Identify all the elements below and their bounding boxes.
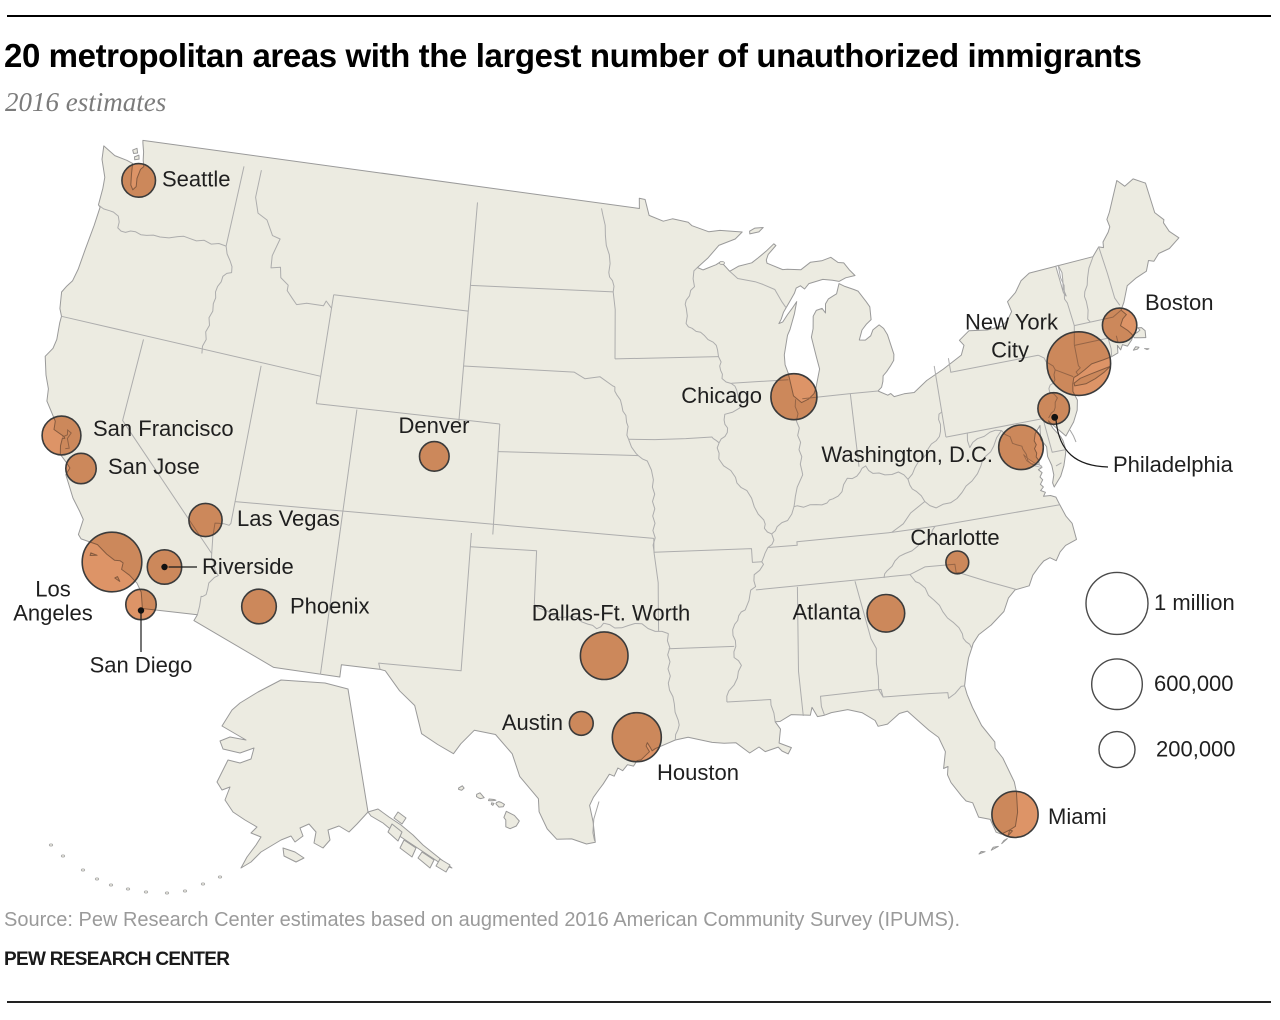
svg-text:Denver: Denver [399, 413, 470, 438]
svg-text:Austin: Austin [502, 710, 563, 735]
svg-text:Washington, D.C.: Washington, D.C. [821, 442, 993, 467]
svg-text:Los: Los [35, 577, 70, 602]
svg-text:Atlanta: Atlanta [793, 600, 862, 625]
svg-text:San Francisco: San Francisco [93, 416, 234, 441]
svg-text:Philadelphia: Philadelphia [1113, 452, 1234, 477]
svg-text:Dallas-Ft. Worth: Dallas-Ft. Worth [532, 601, 691, 626]
svg-text:Boston: Boston [1145, 290, 1214, 315]
svg-text:Houston: Houston [657, 760, 739, 785]
svg-text:600,000: 600,000 [1154, 671, 1234, 696]
svg-text:Angeles: Angeles [13, 601, 93, 626]
svg-text:Miami: Miami [1048, 804, 1107, 829]
svg-text:Phoenix: Phoenix [290, 594, 370, 619]
svg-text:City: City [991, 338, 1029, 363]
svg-text:1 million: 1 million [1154, 590, 1235, 615]
svg-text:Riverside: Riverside [202, 554, 294, 579]
svg-text:Las Vegas: Las Vegas [237, 506, 340, 531]
svg-text:Charlotte: Charlotte [910, 525, 999, 550]
svg-text:San Jose: San Jose [108, 454, 200, 479]
svg-text:San Diego: San Diego [90, 653, 193, 678]
svg-text:Seattle: Seattle [162, 167, 231, 192]
svg-text:Chicago: Chicago [681, 383, 762, 408]
svg-text:200,000: 200,000 [1156, 737, 1236, 762]
svg-text:New York: New York [965, 310, 1059, 335]
